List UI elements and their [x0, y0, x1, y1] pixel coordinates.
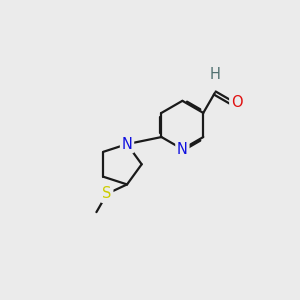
- Text: S: S: [102, 186, 112, 201]
- Text: N: N: [177, 142, 188, 157]
- Text: H: H: [209, 67, 220, 82]
- Text: O: O: [231, 95, 242, 110]
- Text: N: N: [122, 136, 133, 152]
